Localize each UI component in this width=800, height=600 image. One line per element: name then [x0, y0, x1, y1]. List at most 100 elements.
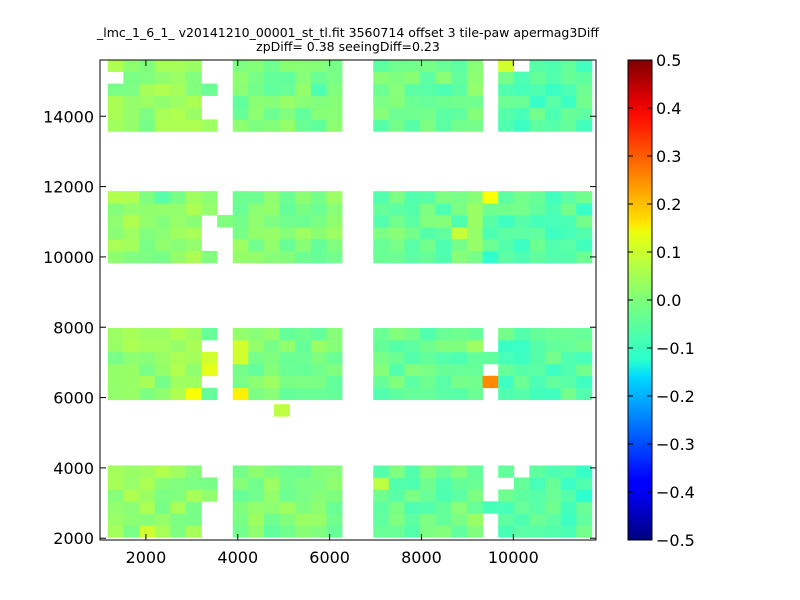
heatmap-cell [201, 387, 218, 401]
heatmap-cell [154, 83, 171, 96]
x-tick-label: 2000 [126, 548, 167, 567]
heatmap-cell [232, 191, 249, 204]
heatmap-cell [139, 525, 156, 538]
heatmap-cell [185, 203, 202, 216]
heatmap-cell [295, 238, 312, 252]
heatmap-cell [466, 95, 483, 108]
heatmap-cell [310, 60, 327, 72]
heatmap-cell [154, 339, 171, 353]
heatmap-cell [529, 351, 546, 365]
heatmap-cell [295, 119, 312, 132]
heatmap-cell [388, 501, 405, 514]
heatmap-cell [482, 238, 499, 252]
heatmap-cell [529, 489, 546, 502]
colorbar-tick-label: 0.5 [656, 51, 681, 70]
heatmap-cell [388, 215, 405, 228]
heatmap-cell [545, 227, 562, 240]
heatmap-cell [139, 489, 156, 502]
heatmap-cell [576, 375, 593, 389]
heatmap-cell [154, 215, 171, 228]
heatmap-cell [295, 477, 312, 490]
heatmap-cell [263, 489, 280, 502]
heatmap-cell [310, 107, 327, 120]
heatmap-cell [466, 215, 483, 228]
heatmap-cell [170, 363, 187, 377]
heatmap-cell [388, 71, 405, 84]
heatmap-cell [576, 71, 593, 84]
heatmap-cell [326, 339, 343, 353]
heatmap-cell [420, 227, 437, 240]
heatmap-cell [139, 363, 156, 377]
heatmap-cell [560, 327, 577, 341]
heatmap-cell [388, 203, 405, 216]
heatmap-cell [310, 191, 327, 204]
heatmap-cell [388, 351, 405, 365]
heatmap-cell [576, 477, 593, 490]
heatmap-cell [123, 513, 140, 526]
heatmap-cell [232, 489, 249, 502]
heatmap-cell [170, 375, 187, 389]
heatmap-cell [373, 501, 390, 514]
colorbar-tick-label: −0.4 [656, 483, 695, 502]
heatmap-cell [513, 489, 530, 502]
heatmap-cell [560, 339, 577, 353]
heatmap-cell [248, 351, 265, 365]
heatmap-cell [529, 339, 546, 353]
heatmap-cell [201, 119, 218, 132]
heatmap-cell [279, 513, 296, 526]
heatmap-cell [263, 375, 280, 389]
heatmap-cell [326, 203, 343, 216]
heatmap-cell [435, 119, 452, 132]
heatmap-cell [529, 513, 546, 526]
heatmap-cell [139, 238, 156, 252]
heatmap-cell [310, 387, 327, 401]
heatmap-cell [498, 227, 515, 240]
heatmap-cell [373, 119, 390, 132]
heatmap-cell [326, 119, 343, 132]
y-tick-label: 8000 [53, 318, 94, 337]
heatmap-cell [404, 339, 421, 353]
heatmap-cell [498, 351, 515, 365]
heatmap-cell [263, 95, 280, 108]
heatmap-cell [279, 238, 296, 252]
heatmap-cell [466, 250, 483, 264]
heatmap-cell [263, 477, 280, 490]
heatmap-cell [154, 119, 171, 132]
heatmap-cell [529, 215, 546, 228]
heatmap-cell [295, 339, 312, 353]
heatmap-cell [388, 513, 405, 526]
heatmap-cell [279, 465, 296, 478]
heatmap-cell [466, 375, 483, 389]
heatmap-cell [529, 95, 546, 108]
heatmap-cell [185, 477, 202, 490]
heatmap-cell [404, 95, 421, 108]
colorbar-tick-label: −0.5 [656, 531, 695, 550]
heatmap-cell [545, 489, 562, 502]
heatmap-cell [263, 119, 280, 132]
x-tick-label: 10000 [488, 548, 539, 567]
heatmap-cell [232, 250, 249, 264]
heatmap-cell [279, 71, 296, 84]
heatmap-cell [170, 339, 187, 353]
heatmap-cell [404, 501, 421, 514]
heatmap-cell [388, 227, 405, 240]
heatmap-cell [404, 60, 421, 72]
heatmap-cell [373, 215, 390, 228]
heatmap-cell [498, 465, 515, 478]
heatmap-cell [123, 71, 140, 84]
heatmap-cell [545, 501, 562, 514]
heatmap-cell [123, 191, 140, 204]
heatmap-cell [373, 203, 390, 216]
heatmap-cell [310, 119, 327, 132]
heatmap-cell [263, 387, 280, 401]
heatmap-cell [560, 83, 577, 96]
heatmap-cell [513, 107, 530, 120]
heatmap-cell [170, 215, 187, 228]
heatmap-cell [326, 215, 343, 228]
heatmap-cell [310, 351, 327, 365]
heatmap-cell [232, 215, 249, 228]
heatmap-cell [435, 238, 452, 252]
heatmap-cell [560, 107, 577, 120]
heatmap-cell [295, 250, 312, 264]
